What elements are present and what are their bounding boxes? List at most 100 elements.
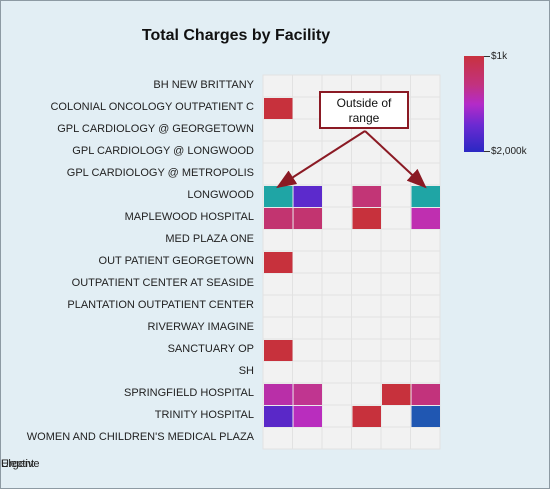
heatmap-empty-cell (410, 338, 441, 362)
out-of-range-callout: Outside of range (319, 91, 409, 129)
row-label: RIVERWAY IMAGINE (147, 321, 254, 333)
row-label: SH (238, 365, 254, 377)
row-label: MED PLAZA ONE (165, 233, 254, 245)
heatmap-cell (264, 340, 293, 361)
heatmap-empty-cell (351, 338, 382, 362)
heatmap-empty-cell (262, 228, 293, 252)
heatmap-empty-cell (292, 426, 323, 450)
heatmap-empty-cell (380, 184, 411, 208)
heatmap-cell (293, 384, 322, 405)
row-label: TRINITY HOSPITAL (154, 409, 254, 421)
column-label: Urgent (1, 458, 35, 470)
heatmap-empty-cell (292, 118, 323, 142)
heatmap-empty-cell (292, 338, 323, 362)
heatmap-empty-cell (321, 184, 352, 208)
heatmap-empty-cell (380, 294, 411, 318)
heatmap-cell (411, 208, 440, 229)
row-label: GPL CARDIOLOGY @ GEORGETOWN (57, 123, 254, 135)
heatmap-cell (293, 406, 322, 427)
heatmap-cell (264, 384, 293, 405)
heatmap-empty-cell (262, 294, 293, 318)
heatmap-empty-cell (351, 162, 382, 186)
heatmap-empty-cell (351, 250, 382, 274)
row-label: SPRINGFIELD HOSPITAL (124, 387, 254, 399)
heatmap-cell (352, 208, 381, 229)
heatmap-empty-cell (321, 206, 352, 230)
heatmap-empty-cell (410, 96, 441, 120)
heatmap-empty-cell (351, 140, 382, 164)
column-label: Elective (1, 458, 40, 470)
legend-tick-top (484, 56, 490, 57)
row-label: OUT PATIENT GEORGETOWN (98, 255, 254, 267)
heatmap-empty-cell (351, 272, 382, 296)
heatmap-cell (264, 186, 293, 207)
heatmap-empty-cell (292, 96, 323, 120)
heatmap-empty-cell (351, 294, 382, 318)
heatmap-empty-cell (292, 250, 323, 274)
heatmap-empty-cell (321, 228, 352, 252)
heatmap-empty-cell (410, 162, 441, 186)
row-label: MAPLEWOOD HOSPITAL (124, 211, 254, 223)
heatmap-empty-cell (262, 316, 293, 340)
heatmap-empty-cell (292, 316, 323, 340)
heatmap-empty-cell (410, 228, 441, 252)
heatmap-empty-cell (262, 118, 293, 142)
heatmap-empty-cell (380, 250, 411, 274)
heatmap-empty-cell (292, 140, 323, 164)
heatmap-empty-cell (410, 360, 441, 384)
heatmap-empty-cell (292, 228, 323, 252)
heatmap-empty-cell (262, 426, 293, 450)
heatmap-empty-cell (321, 316, 352, 340)
heatmap-empty-cell (321, 382, 352, 406)
heatmap-cell (352, 406, 381, 427)
legend-tick-bottom (484, 151, 490, 152)
heatmap-cell (264, 406, 293, 427)
heatmap-empty-cell (380, 272, 411, 296)
heatmap-empty-cell (292, 360, 323, 384)
heatmap-empty-cell (292, 272, 323, 296)
heatmap-empty-cell (410, 140, 441, 164)
callout-arrow (364, 130, 427, 189)
heatmap-empty-cell (410, 272, 441, 296)
callout-line-2: range (348, 111, 380, 125)
legend-color-scale (464, 56, 484, 152)
heatmap-empty-cell (380, 228, 411, 252)
row-label: PLANTATION OUTPATIENT CENTER (67, 299, 254, 311)
heatmap-empty-cell (321, 294, 352, 318)
heatmap-cell (411, 406, 440, 427)
legend-label-top: $1k (491, 51, 508, 62)
heatmap-empty-cell (262, 74, 293, 98)
heatmap-empty-cell (380, 338, 411, 362)
heatmap-cell (352, 186, 381, 207)
heatmap-empty-cell (321, 272, 352, 296)
heatmap-empty-cell (410, 74, 441, 98)
heatmap-empty-cell (262, 272, 293, 296)
heatmap-cell (382, 384, 411, 405)
heatmap-empty-cell (321, 338, 352, 362)
heatmap-empty-cell (410, 316, 441, 340)
heatmap-cell (264, 252, 293, 273)
callout-arrow (276, 130, 366, 189)
heatmap-empty-cell (380, 426, 411, 450)
heatmap-empty-cell (410, 294, 441, 318)
heatmap-empty-cell (262, 162, 293, 186)
heatmap-empty-cell (351, 228, 382, 252)
row-label: BH NEW BRITTANY (153, 79, 254, 91)
heatmap-cell (293, 186, 322, 207)
heatmap-empty-cell (321, 360, 352, 384)
heatmap-empty-cell (292, 294, 323, 318)
heatmap-empty-cell (351, 426, 382, 450)
callout-line-1: Outside of (336, 96, 392, 110)
heatmap-empty-cell (410, 118, 441, 142)
heatmap-empty-cell (321, 426, 352, 450)
heatmap-empty-cell (262, 360, 293, 384)
heatmap-cell (264, 208, 293, 229)
heatmap-empty-cell (380, 162, 411, 186)
row-label: LONGWOOD (187, 189, 254, 201)
chart-title: Total Charges by Facility (141, 27, 331, 44)
row-label: GPL CARDIOLOGY @ LONGWOOD (72, 145, 254, 157)
heatmap-empty-cell (380, 404, 411, 428)
row-label: WOMEN AND CHILDREN'S MEDICAL PLAZA (26, 431, 254, 443)
